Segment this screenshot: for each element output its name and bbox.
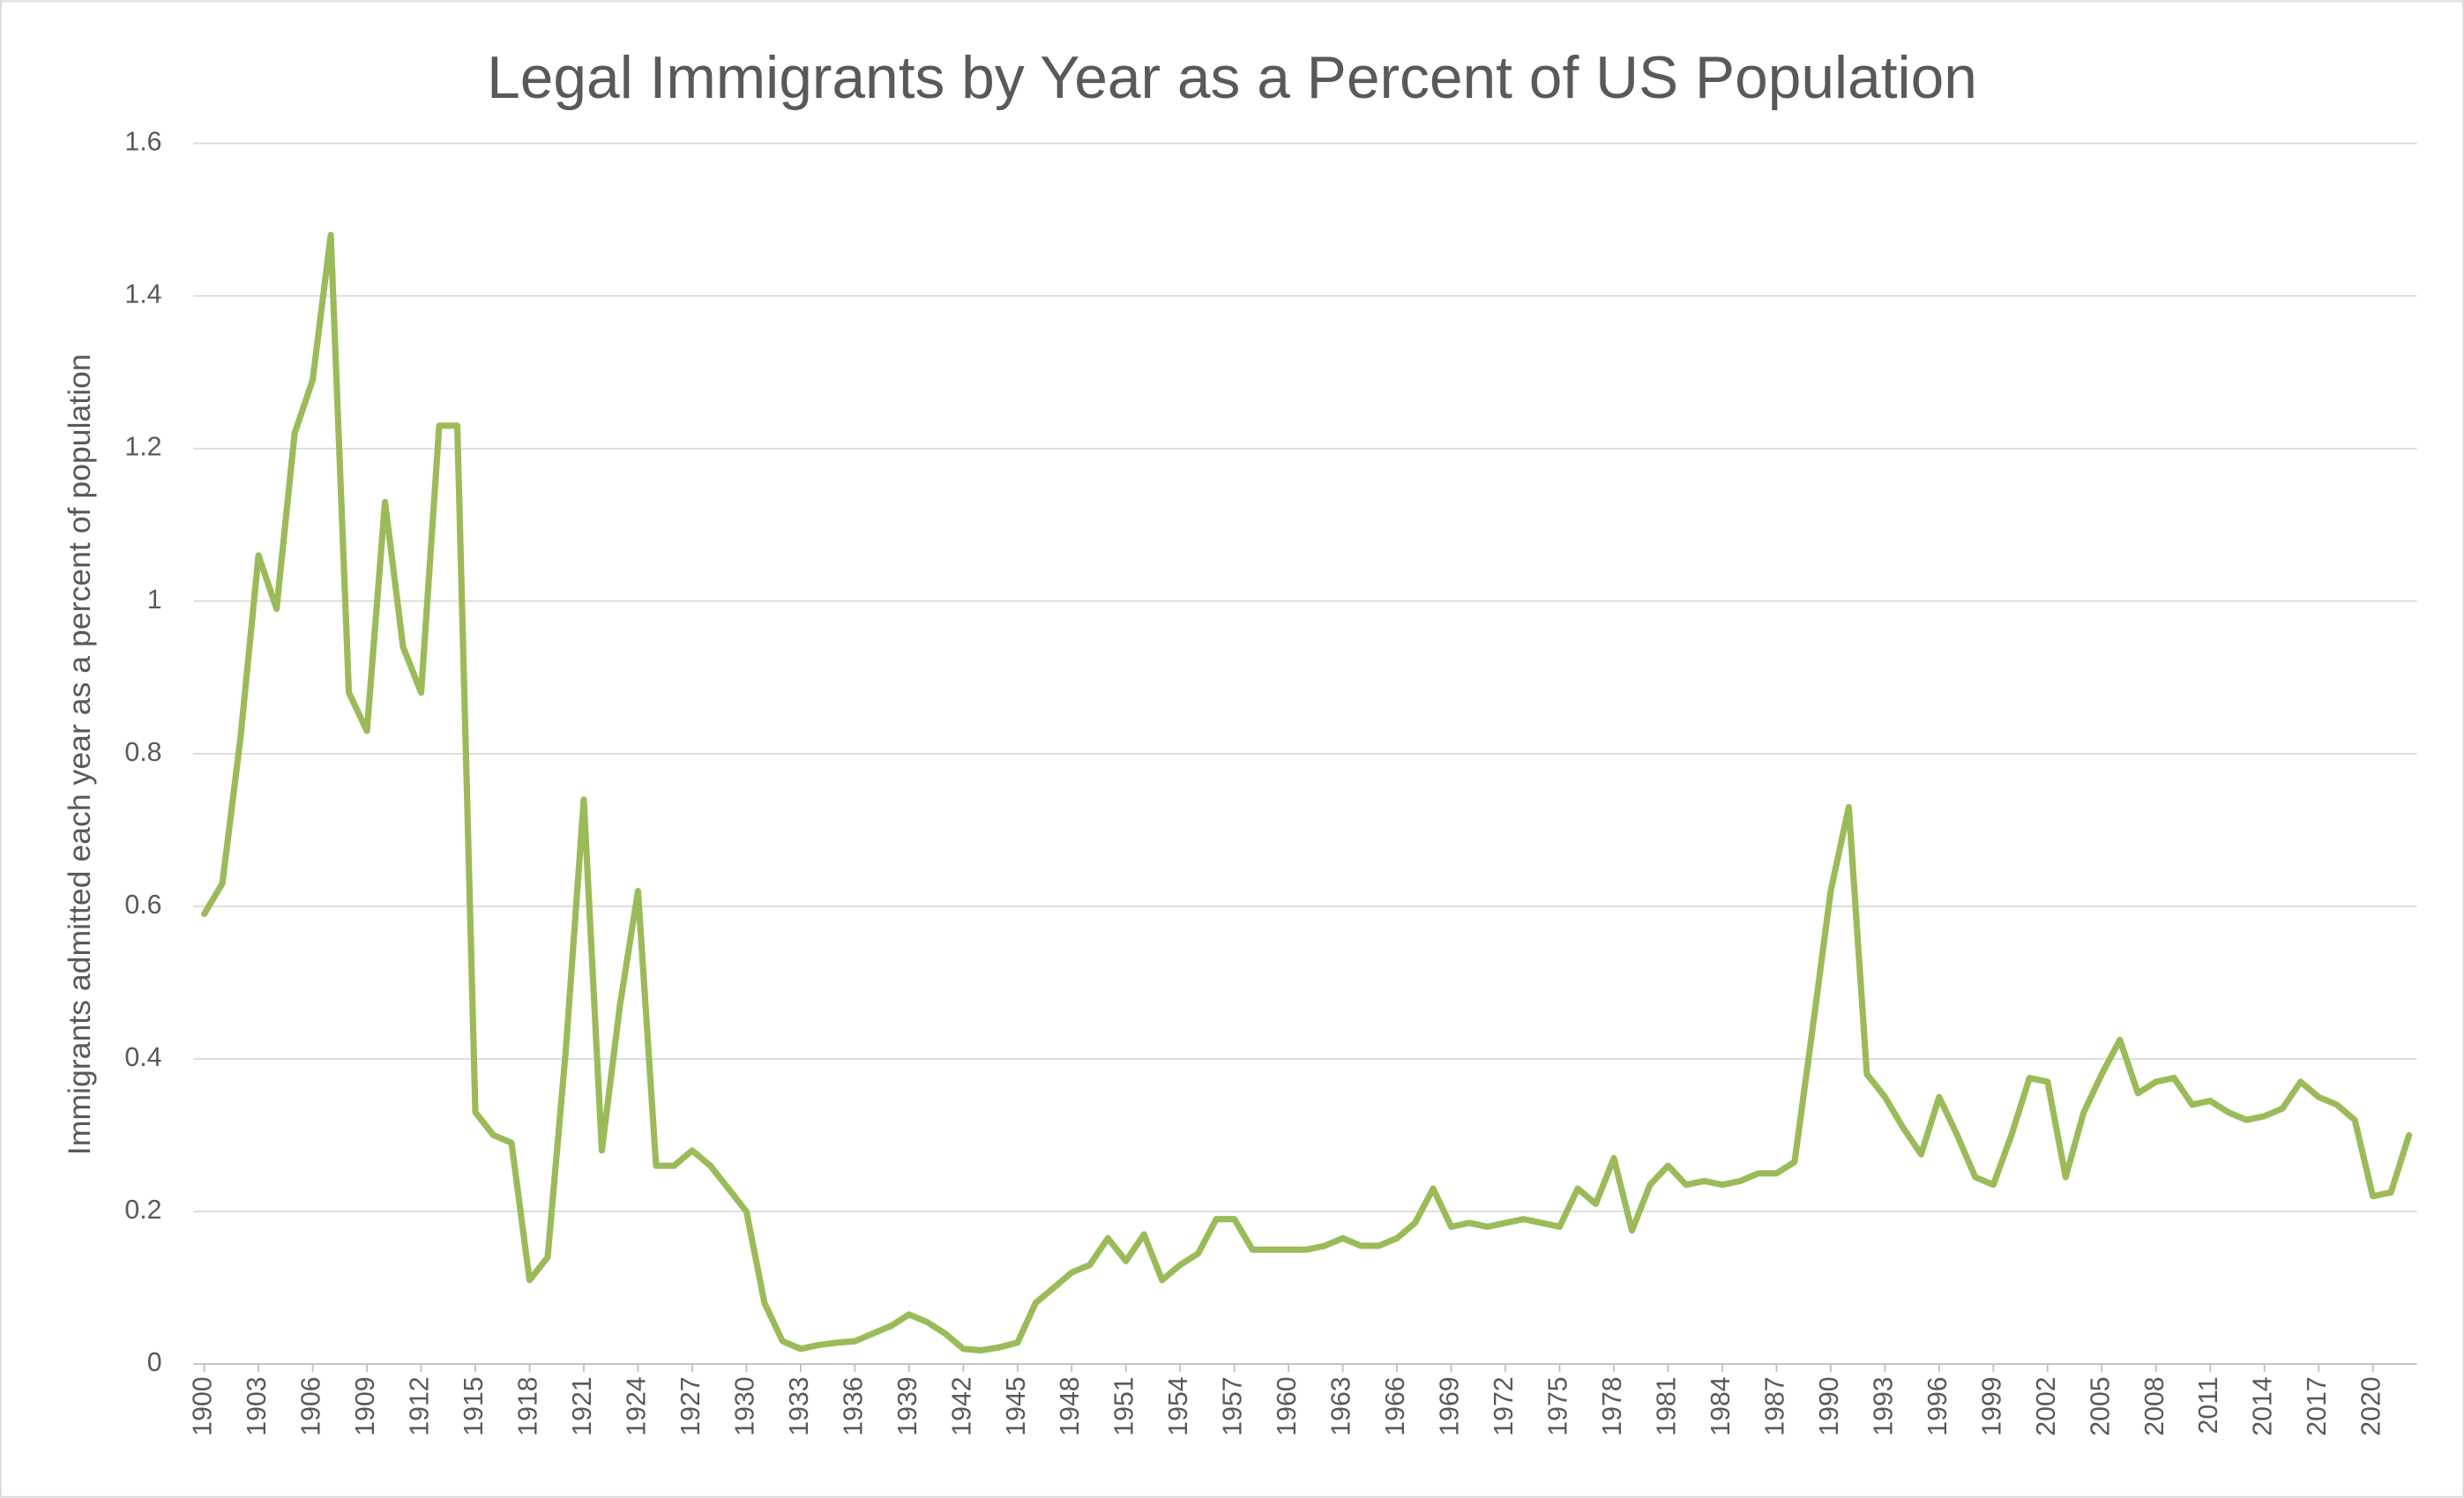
x-tick-label: 2008: [2140, 1376, 2169, 1435]
x-tick-label: 1933: [785, 1376, 814, 1435]
x-tick-label: 1984: [1706, 1376, 1736, 1435]
x-tick-label: 1993: [1869, 1376, 1898, 1435]
x-tick-label: 1954: [1164, 1376, 1193, 1435]
x-tick-label: 1972: [1490, 1376, 1519, 1435]
x-tick-label: 1951: [1110, 1376, 1139, 1435]
x-tick-label: 1912: [406, 1376, 435, 1435]
x-tick-label: 1969: [1436, 1376, 1465, 1435]
x-tick-label: 1909: [351, 1376, 380, 1435]
x-tick-label: 1906: [297, 1376, 326, 1435]
y-tick-label: 0.4: [124, 1043, 161, 1072]
x-tick-label: 1978: [1598, 1376, 1627, 1435]
data-line: [201, 231, 2413, 1354]
x-tick-label: 1939: [893, 1376, 922, 1435]
x-tick-label: 1999: [1977, 1376, 2006, 1435]
y-axis-label: Immigrants admitted each year as a perce…: [62, 354, 97, 1155]
x-tick-label: 1915: [459, 1376, 489, 1435]
y-tick-label: 1.6: [124, 128, 161, 157]
x-tick-label: 1966: [1381, 1376, 1410, 1435]
x-tick-label: 2020: [2357, 1376, 2386, 1435]
x-tick-label: 1903: [243, 1376, 272, 1435]
x-tick-label: 2002: [2032, 1376, 2061, 1435]
y-tick-label: 0: [147, 1348, 162, 1377]
x-tick-label: 1918: [513, 1376, 542, 1435]
x-tick-label: 1975: [1544, 1376, 1573, 1435]
x-tick-label: 2011: [2194, 1376, 2223, 1434]
x-tick-label: 1936: [839, 1376, 868, 1435]
y-tick-label: 0.6: [124, 891, 161, 920]
x-tick-label: 1900: [189, 1376, 218, 1435]
chart-title: Legal Immigrants by Year as a Percent of…: [487, 45, 1977, 111]
y-tick-label: 0.8: [124, 738, 161, 767]
x-tick-label: 1963: [1327, 1376, 1356, 1435]
x-tick-label: 1981: [1652, 1376, 1681, 1435]
x-tick-label: 1942: [947, 1376, 976, 1435]
x-tick-label: 1924: [622, 1376, 651, 1435]
x-tick-label: 1957: [1219, 1376, 1248, 1435]
y-tick-label: 0.2: [124, 1196, 161, 1225]
x-tick-label: 2014: [2249, 1376, 2278, 1435]
x-tick-label: 1960: [1273, 1376, 1302, 1435]
y-tick-label: 1: [147, 585, 162, 615]
y-tick-label: 1.4: [124, 280, 161, 309]
x-tick-label: 1930: [730, 1376, 759, 1435]
x-tick-label: 1921: [568, 1376, 597, 1435]
x-tick-label: 1948: [1056, 1376, 1085, 1435]
y-tick-label: 1.2: [124, 433, 161, 462]
x-tick-label: 1927: [676, 1376, 706, 1435]
x-tick-label: 1996: [1923, 1376, 1953, 1435]
x-tick-label: 1990: [1815, 1376, 1844, 1435]
x-tick-label: 1987: [1760, 1376, 1789, 1435]
x-tick-label: 2017: [2303, 1376, 2332, 1435]
x-tick-label: 1945: [1002, 1376, 1031, 1435]
x-tick-label: 2005: [2086, 1376, 2115, 1435]
